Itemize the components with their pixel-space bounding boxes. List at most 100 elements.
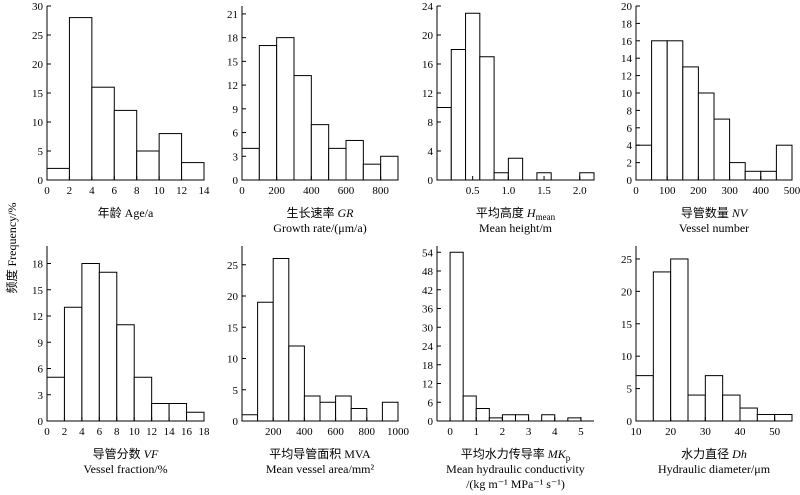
histogram-bar [507,157,524,181]
x-axis-label-line: /(kg m⁻¹ MPa⁻¹ s⁻¹) [466,477,565,491]
x-tick-label: 12 [176,185,187,197]
histogram-bar [651,40,668,181]
y-tick-label: 8 [428,117,434,129]
histogram-bar [449,251,464,422]
x-tick-label: 100 [659,185,676,197]
x-tick-label: 10 [631,426,643,438]
y-tick-label: 16 [621,36,633,48]
x-tick-label: 20 [665,426,677,438]
y-tick-label: 12 [227,80,238,92]
histogram-bar [335,395,352,422]
y-tick-label: 6 [233,128,239,140]
histogram-bar [319,401,337,422]
x-tick-label: 2 [62,426,68,438]
histogram-bar [241,414,259,422]
x-tick-label: 400 [296,426,313,438]
y-tick-label: 0 [627,175,633,187]
histogram-bar [241,147,260,181]
y-tick-label: 20 [32,59,44,71]
x-tick-label: 4 [89,185,95,197]
y-tick-label: 6 [627,123,633,135]
y-tick-label: 0 [428,175,434,187]
y-tick-label: 12 [621,71,632,83]
x-tick-label: 1 [474,426,480,438]
y-tick-label: 36 [422,304,434,316]
histogram-bar [687,394,706,422]
y-tick-label: 48 [422,266,434,278]
histogram-bar [704,375,724,422]
x-tick-label: 30 [700,426,712,438]
y-tick-label: 15 [32,285,44,297]
histogram-bar [362,163,382,181]
x-tick-label: 600 [338,185,355,197]
histogram-bar [501,414,516,422]
histogram-bar [98,271,118,422]
y-tick-label: 0 [38,416,44,428]
y-tick-label: 12 [422,88,433,100]
y-tick-label: 0 [38,175,44,187]
x-tick-label: 0 [633,185,639,197]
y-tick-label: 20 [621,1,633,13]
y-tick-label: 24 [422,1,434,13]
y-tick-label: 2 [627,158,633,170]
histogram-bar [303,395,321,422]
histogram-bar [760,170,777,181]
y-tick-label: 4 [428,146,434,158]
y-tick-label: 9 [38,337,44,349]
histogram-bar [181,162,205,181]
y-tick-label: 10 [227,354,239,366]
histogram-bar [136,150,160,181]
y-tick-label: 4 [627,140,633,152]
histogram-bar [722,394,741,422]
x-tick-label: 2 [67,185,73,197]
x-axis-label-line: 水力直径 Dh [681,447,747,461]
x-tick-label: 14 [164,426,176,438]
x-tick-label: 3 [526,426,532,438]
y-tick-label: 18 [32,259,44,271]
x-tick-label: 300 [721,185,738,197]
x-tick-label: 10 [129,426,141,438]
y-tick-label: 15 [32,88,44,100]
y-tick-label: 0 [233,416,239,428]
histogram-bar [350,408,368,422]
y-tick-label: 18 [422,360,434,372]
y-tick-label: 10 [621,351,633,363]
histogram-bar [739,407,758,422]
y-tick-label: 24 [422,341,434,353]
histogram-bar [697,92,715,181]
x-tick-label: 2.0 [573,185,587,197]
y-tick-label: 5 [38,146,44,158]
x-axis-label-line: 年龄 Age/a [98,206,154,220]
histogram-bar [81,263,100,422]
y-tick-label: 20 [422,30,434,42]
x-axis-label-line: Mean vessel area/mm² [266,462,375,476]
histogram-bar [293,75,312,181]
histogram-bar [493,172,509,181]
y-tick-label: 15 [227,56,239,68]
histogram-bar [116,324,135,422]
y-tick-label: 18 [227,33,239,45]
y-tick-label: 15 [227,322,239,334]
histogram-bar [257,301,274,422]
x-axis-label-line: Vessel fraction/% [83,462,167,476]
x-tick-label: 6 [112,185,118,197]
y-axis-label: 频度 Frequency/% [4,203,19,294]
x-tick-label: 2 [500,426,506,438]
x-axis-label-line: 平均高度 Hmean [476,205,556,222]
x-tick-label: 0.5 [466,185,480,197]
x-axis-label-line: 平均水力传导率 MKp [461,446,571,463]
x-tick-label: 200 [268,185,285,197]
y-tick-label: 5 [627,384,633,396]
x-tick-label: 8 [134,185,140,197]
histogram-bar [775,144,793,181]
x-axis-label-line: 平均导管面积 MVA [269,446,371,461]
histogram-bar [744,170,762,181]
y-tick-label: 20 [621,286,633,298]
y-tick-label: 16 [422,59,434,71]
y-tick-label: 18 [621,18,633,30]
x-tick-label: 1000 [387,426,410,438]
x-tick-label: 10 [154,185,166,197]
y-tick-label: 8 [627,105,633,117]
y-tick-label: 54 [422,247,434,259]
